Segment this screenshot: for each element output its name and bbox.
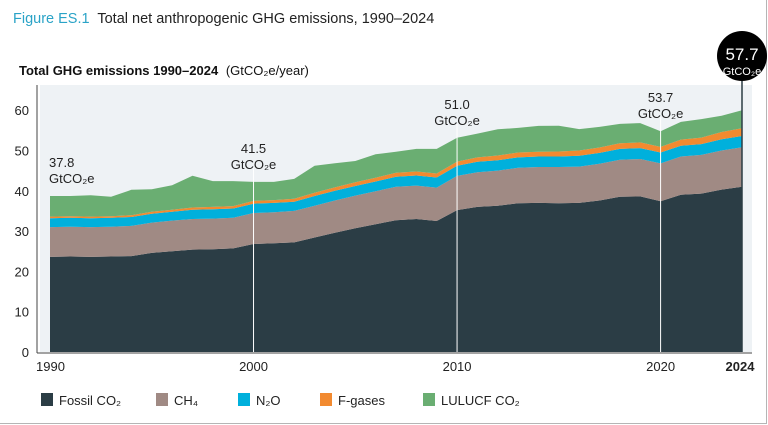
area-series-2	[50, 136, 742, 228]
area-series-3	[50, 128, 742, 219]
y-tick-label: 30	[15, 224, 29, 239]
chart-title: Total GHG emissions 1990–2024 (GtCO₂e/ye…	[19, 63, 309, 78]
area-series-0	[50, 186, 742, 352]
x-ticks: 1990 2000 2010 2020 2024	[36, 359, 755, 374]
x-tick-label: 2024	[726, 359, 756, 374]
annotation-value: 53.7	[648, 90, 673, 105]
y-tick-label: 40	[15, 184, 29, 199]
annotation-unit: GtCO₂e	[434, 113, 480, 128]
y-tick-label: 0	[22, 345, 29, 360]
y-ticks: 0 10 20 30 40 50 60	[15, 103, 29, 360]
legend-label: F-gases	[338, 393, 385, 408]
y-axis-unit: (GtCO₂e/year)	[226, 63, 309, 78]
area-series-1	[50, 147, 742, 257]
area-series-4	[50, 110, 742, 217]
annotations: 37.8GtCO₂e41.5GtCO₂e51.0GtCO₂e53.7GtCO₂e…	[49, 31, 767, 186]
x-tick-label: 1990	[36, 359, 65, 374]
annotation-value: 41.5	[241, 141, 266, 156]
legend-label: CH₄	[174, 393, 198, 408]
annotation-value: 51.0	[444, 97, 469, 112]
x-tick-label: 2010	[443, 359, 472, 374]
y-tick-label: 60	[15, 103, 29, 118]
annotation-unit: GtCO₂e	[723, 66, 762, 78]
legend-swatch-2	[238, 393, 250, 406]
y-tick-label: 20	[15, 264, 29, 279]
y-tick-label: 50	[15, 144, 29, 159]
legend-label: LULUCF CO₂	[441, 393, 520, 408]
legend-label: Fossil CO₂	[59, 393, 121, 408]
x-tick-label: 2000	[239, 359, 268, 374]
legend-swatch-3	[320, 393, 332, 406]
y-tick-label: 10	[15, 305, 29, 320]
chart-title-text: Total GHG emissions 1990–2024	[19, 63, 219, 78]
annotation-value: 57.7	[725, 45, 758, 64]
x-tick-label: 2020	[646, 359, 675, 374]
annotation-unit: GtCO₂e	[638, 106, 684, 121]
legend-swatch-4	[423, 393, 435, 406]
annotation-unit: GtCO₂e	[49, 171, 95, 186]
figure-label: Figure ES.1	[13, 11, 90, 27]
areas	[50, 110, 742, 352]
legend-swatch-0	[41, 393, 53, 406]
annotation-lines	[253, 80, 743, 352]
highlight-bubble	[717, 31, 767, 81]
legend: Fossil CO₂ CH₄ N₂O F-gases LULUCF CO₂	[41, 393, 520, 408]
figure-title-text: Total net anthropogenic GHG emissions, 1…	[97, 11, 434, 27]
figure-title: Figure ES.1 Total net anthropogenic GHG …	[13, 11, 434, 27]
annotation-value: 37.8	[49, 155, 74, 170]
annotation-unit: GtCO₂e	[231, 157, 277, 172]
legend-label: N₂O	[256, 393, 281, 408]
legend-swatch-1	[156, 393, 168, 406]
